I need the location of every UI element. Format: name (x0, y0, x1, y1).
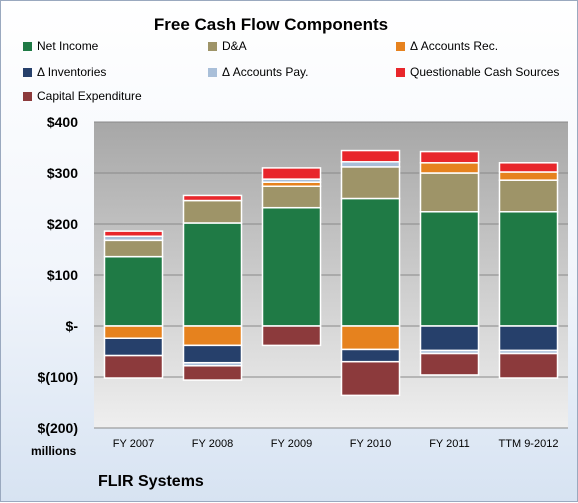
chart-title: Free Cash Flow Components (153, 15, 389, 34)
bar-segment (340, 149, 401, 163)
bar-segment (340, 166, 401, 200)
bar-segment (419, 172, 480, 213)
bar-segment (182, 365, 243, 381)
y-tick-label: $400 (47, 114, 78, 130)
bar-segment (182, 199, 243, 224)
bar-segment (261, 325, 322, 347)
bar-segment (182, 344, 243, 364)
legend-item: Capital Expenditure (23, 89, 142, 103)
legend-label: Questionable Cash Sources (410, 65, 560, 79)
bar-segment (340, 197, 401, 327)
bar-segment (419, 150, 480, 164)
bar-segment (498, 211, 559, 327)
legend-item: D&A (208, 39, 247, 53)
legend-swatch (23, 92, 32, 101)
bar-segment (182, 325, 243, 347)
legend-item: Δ Inventories (23, 65, 106, 79)
bar-segment (103, 337, 164, 357)
bar-segment (103, 230, 164, 237)
bar-segment (261, 206, 322, 327)
legend-label: Δ Accounts Rec. (410, 39, 499, 53)
bar-segment (498, 162, 559, 173)
legend-item: Net Income (23, 39, 98, 53)
bar-segment (419, 211, 480, 327)
x-tick-label: FY 2007 (113, 438, 154, 450)
bar-segment (498, 325, 559, 352)
legend-swatch (396, 42, 405, 51)
bar-segment (103, 239, 164, 258)
bar-segment (261, 185, 322, 209)
legend-item: Δ Accounts Pay. (208, 65, 309, 79)
x-tick-label: FY 2010 (350, 438, 391, 450)
bar-segment (340, 325, 401, 351)
legend-label: Δ Inventories (37, 65, 107, 79)
legend-swatch (396, 68, 405, 77)
bar-segment (419, 352, 480, 376)
legend-item: Questionable Cash Sources (396, 65, 559, 79)
legend-swatch (23, 68, 32, 77)
legend-label: Δ Accounts Pay. (222, 65, 309, 79)
legend-item: Δ Accounts Rec. (396, 39, 498, 53)
bar-segment (340, 360, 401, 397)
y-tick-label: $(200) (38, 420, 78, 436)
legend-label: Capital Expenditure (37, 89, 142, 103)
legend-swatch (208, 68, 217, 77)
bar-segment (103, 354, 164, 379)
bar-segment (498, 171, 559, 181)
y-tick-label: $- (66, 318, 79, 334)
x-tick-label: FY 2009 (271, 438, 312, 450)
bar-segment (340, 348, 401, 363)
bar-segment (419, 162, 480, 174)
bar-segment (419, 325, 480, 352)
y-tick-label: $200 (47, 216, 78, 232)
legend-label: Net Income (37, 39, 99, 53)
legend-swatch (23, 42, 32, 51)
bar-segment (261, 167, 322, 180)
x-tick-label: TTM 9-2012 (499, 438, 559, 450)
bar-segment (498, 179, 559, 213)
y-axis-unit-label: millions (31, 444, 77, 458)
company-name: FLIR Systems (98, 473, 204, 490)
bar-segment (103, 325, 164, 339)
bar-segment (498, 352, 559, 379)
x-tick-label: FY 2008 (192, 438, 233, 450)
legend-label: D&A (222, 39, 247, 53)
y-tick-label: $100 (47, 267, 78, 283)
bar-segment (103, 255, 164, 327)
bar-segment (182, 194, 243, 202)
x-tick-label: FY 2011 (429, 438, 470, 450)
bar-segment (340, 161, 401, 168)
legend-swatch (208, 42, 217, 51)
bar-segment (182, 222, 243, 327)
y-tick-label: $(100) (38, 369, 78, 385)
y-tick-label: $300 (47, 165, 78, 181)
